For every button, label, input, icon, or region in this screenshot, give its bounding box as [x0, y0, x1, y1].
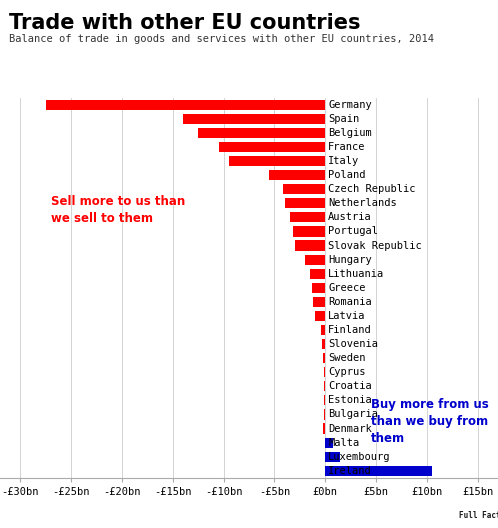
Text: Germany: Germany — [328, 100, 372, 110]
Bar — [325, 451, 341, 462]
Bar — [324, 367, 325, 378]
Bar — [293, 227, 325, 237]
Text: Croatia: Croatia — [328, 381, 372, 391]
Bar — [305, 254, 325, 265]
Text: Full Fact: Full Fact — [459, 511, 498, 520]
Polygon shape — [451, 483, 498, 528]
Text: Finland: Finland — [328, 325, 372, 335]
Bar — [315, 311, 325, 321]
Bar — [219, 142, 325, 152]
Text: Portugal: Portugal — [328, 227, 378, 237]
Bar — [321, 325, 325, 335]
Bar — [323, 353, 325, 363]
Bar — [310, 269, 325, 279]
Text: Slovak Republic: Slovak Republic — [328, 241, 422, 250]
Text: Italy: Italy — [328, 156, 360, 166]
Text: Sweden: Sweden — [328, 353, 366, 363]
Text: Office for National Statistics, The Pink Book 2015, Table 9.3: Office for National Statistics, The Pink… — [59, 501, 417, 511]
Bar — [312, 282, 325, 293]
Bar — [290, 212, 325, 222]
Bar — [322, 339, 325, 349]
Text: Denmark: Denmark — [328, 423, 372, 433]
Bar — [324, 395, 325, 406]
Bar — [198, 128, 325, 138]
Text: France: France — [328, 142, 366, 152]
Text: Luxembourg: Luxembourg — [328, 452, 391, 461]
Bar — [313, 297, 325, 307]
Text: Greece: Greece — [328, 283, 366, 293]
Text: Sell more to us than
we sell to them: Sell more to us than we sell to them — [51, 195, 185, 225]
Text: Romania: Romania — [328, 297, 372, 307]
Text: Hungary: Hungary — [328, 254, 372, 265]
Bar — [46, 100, 325, 110]
Text: Estonia: Estonia — [328, 395, 372, 406]
Bar — [295, 240, 325, 251]
Text: Cyprus: Cyprus — [328, 367, 366, 377]
Bar — [324, 409, 325, 420]
Text: Poland: Poland — [328, 170, 366, 180]
Text: Spain: Spain — [328, 114, 360, 124]
Text: Ireland: Ireland — [328, 466, 372, 476]
Bar — [229, 156, 325, 166]
Text: Malta: Malta — [328, 438, 360, 448]
Text: Lithuania: Lithuania — [328, 269, 384, 279]
Text: Slovenia: Slovenia — [328, 339, 378, 349]
Text: Balance of trade in goods and services with other EU countries, 2014: Balance of trade in goods and services w… — [9, 34, 434, 44]
Bar — [325, 438, 333, 448]
Text: Trade with other EU countries: Trade with other EU countries — [9, 13, 361, 33]
Text: Austria: Austria — [328, 212, 372, 222]
Bar — [269, 170, 325, 180]
Text: Latvia: Latvia — [328, 311, 366, 321]
Bar — [323, 423, 325, 433]
Bar — [325, 466, 432, 476]
Text: Source:: Source: — [9, 501, 50, 511]
Text: Bulgaria: Bulgaria — [328, 410, 378, 419]
Bar — [183, 114, 325, 124]
Text: Netherlands: Netherlands — [328, 199, 397, 208]
Text: Belgium: Belgium — [328, 128, 372, 138]
Bar — [284, 198, 325, 209]
Bar — [282, 184, 325, 194]
Bar — [324, 381, 325, 391]
Text: Buy more from us
than we buy from
them: Buy more from us than we buy from them — [371, 398, 489, 445]
Text: Czech Republic: Czech Republic — [328, 184, 416, 194]
